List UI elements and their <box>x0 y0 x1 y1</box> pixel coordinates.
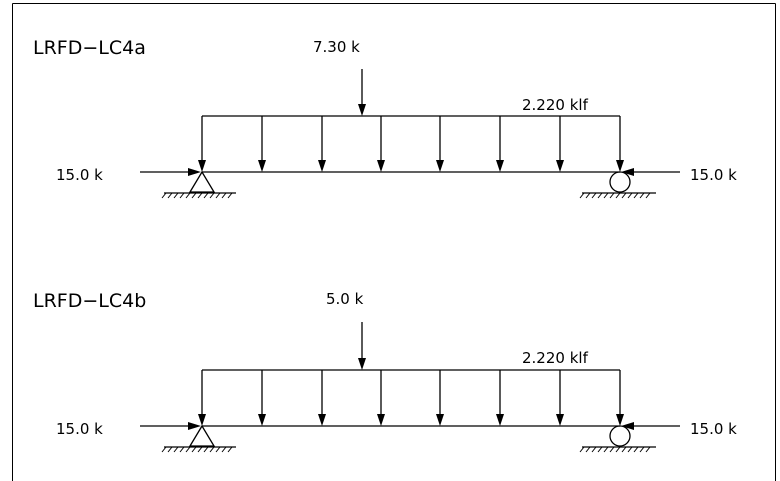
point-load-arrow-icon <box>358 322 366 370</box>
roller-support-icon <box>579 425 656 453</box>
right-axial-label: 15.0 k <box>690 166 737 184</box>
right-axial-arrow-icon <box>621 422 680 430</box>
right-axial-label: 15.0 k <box>690 420 737 438</box>
roller-support-icon <box>579 171 656 199</box>
diagram-title: LRFD−LC4b <box>33 290 146 312</box>
distributed-load-arrows <box>198 370 624 426</box>
diagram-title: LRFD−LC4a <box>33 37 146 59</box>
diagram-lc4a: LRFD−LC4a 7.30 k 2.220 klf 15.0 k 15.0 k <box>33 37 737 199</box>
point-load-label: 5.0 k <box>326 290 364 308</box>
left-axial-label: 15.0 k <box>56 166 103 184</box>
right-axial-arrow-icon <box>621 168 680 176</box>
diagram-lc4b: LRFD−LC4b 5.0 k 2.220 klf 15.0 k 15.0 k <box>33 290 737 453</box>
point-load-label: 7.30 k <box>313 38 360 56</box>
pin-support-icon <box>161 170 236 199</box>
distributed-load-arrows <box>198 116 624 172</box>
left-axial-label: 15.0 k <box>56 420 103 438</box>
pin-support-icon <box>161 424 236 453</box>
distributed-load-label: 2.220 klf <box>522 349 589 367</box>
point-load-arrow-icon <box>358 69 366 116</box>
left-axial-arrow-icon <box>140 422 201 430</box>
distributed-load-label: 2.220 klf <box>522 96 589 114</box>
left-axial-arrow-icon <box>140 168 201 176</box>
